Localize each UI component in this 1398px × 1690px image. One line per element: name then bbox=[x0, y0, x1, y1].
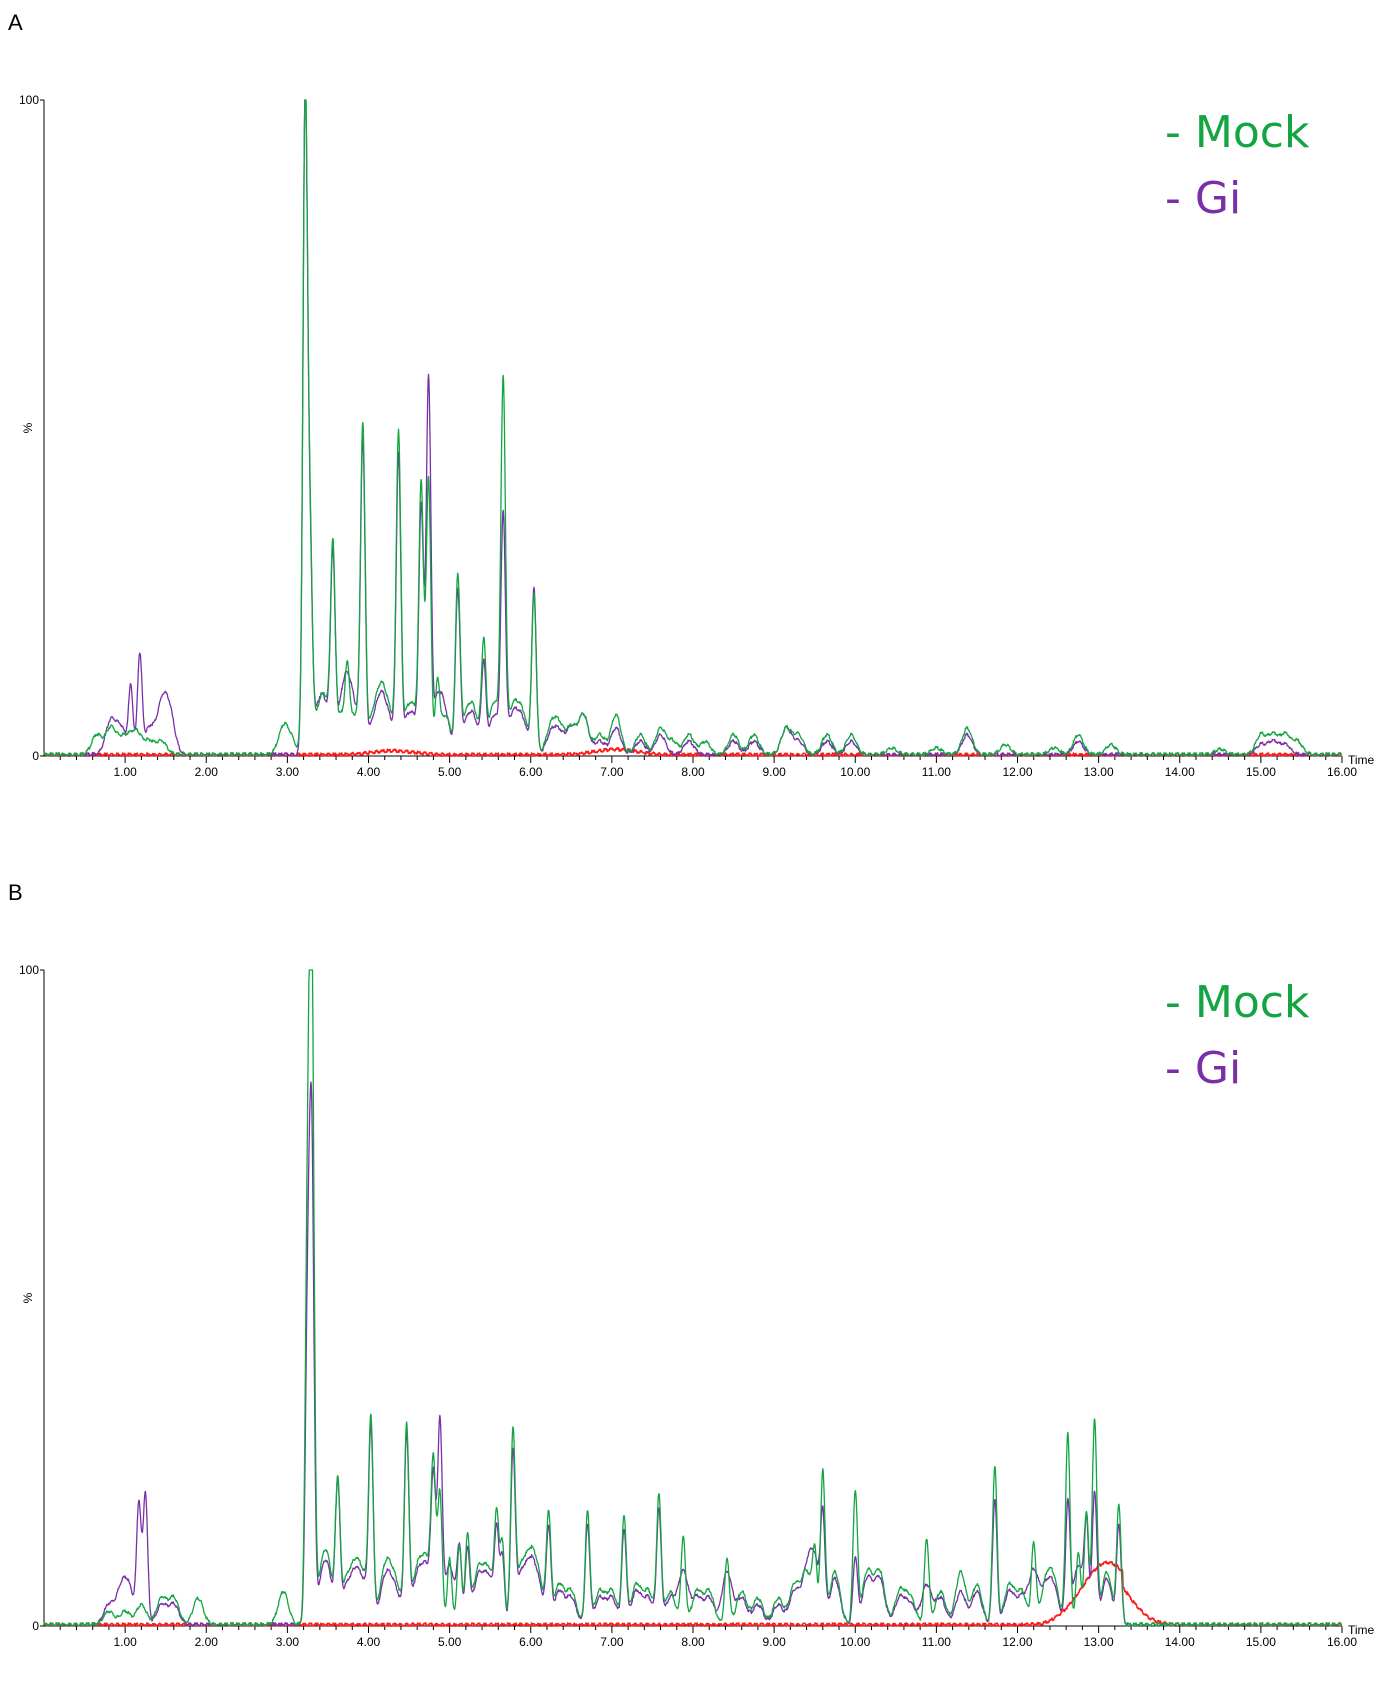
y-axis-label: % bbox=[21, 422, 35, 433]
x-tick-label: 13.00 bbox=[1084, 1635, 1114, 1649]
legend: - Mock - Gi bbox=[1165, 970, 1309, 1102]
y-tick-label: 0 bbox=[32, 749, 39, 763]
x-tick-label: 4.00 bbox=[357, 1635, 381, 1649]
legend-entry-gi: - Gi bbox=[1165, 173, 1242, 224]
series-line-gi bbox=[43, 99, 1343, 757]
series-line-baseline bbox=[43, 747, 1343, 757]
chromatogram-a: 1.00 2.00 3.00 4.00 5.00 6.00 7.00 8.00 9.00 10.0… bbox=[19, 93, 1375, 779]
y-tick-label: 100 bbox=[19, 93, 39, 107]
x-tick-label: 5.00 bbox=[438, 1635, 462, 1649]
x-tick-label: 7.00 bbox=[600, 1635, 624, 1649]
x-tick-label: 2.00 bbox=[195, 1635, 219, 1649]
legend-entry-gi: - Gi bbox=[1165, 1043, 1242, 1094]
x-tick-label: 16.00 bbox=[1327, 765, 1357, 779]
series-line-baseline bbox=[43, 1560, 1343, 1627]
legend: - Mock - Gi bbox=[1165, 100, 1309, 232]
chart-panel-a: A 1.00 2.00 3.00 4.00 5.00 6.00 7.00 8.00 9.00 10… bbox=[0, 0, 1398, 820]
x-tick-label: 8.00 bbox=[681, 1635, 705, 1649]
x-tick-label: 3.00 bbox=[276, 765, 300, 779]
legend-entry-mock: - Mock bbox=[1165, 977, 1310, 1028]
x-tick-label: 6.00 bbox=[519, 765, 543, 779]
legend-entry-mock: - Mock bbox=[1165, 107, 1310, 158]
chart-panel-b: B 1.00 2.00 3.00 4.00 5.00 6.00 7.00 8.00 9.00 10… bbox=[0, 870, 1398, 1690]
x-tick-label: 1.00 bbox=[113, 1635, 137, 1649]
x-axis-label: Time bbox=[1348, 753, 1375, 767]
x-tick-label: 13.00 bbox=[1084, 765, 1114, 779]
x-tick-label: 10.00 bbox=[840, 765, 870, 779]
x-tick-label: 15.00 bbox=[1246, 765, 1276, 779]
x-tick-label: 4.00 bbox=[357, 765, 381, 779]
x-tick-label: 15.00 bbox=[1246, 1635, 1276, 1649]
x-tick-label: 12.00 bbox=[1002, 765, 1032, 779]
x-tick-label: 9.00 bbox=[762, 765, 786, 779]
x-tick-label: 9.00 bbox=[762, 1635, 786, 1649]
x-tick-label: 8.00 bbox=[681, 765, 705, 779]
x-tick-label: 2.00 bbox=[195, 765, 219, 779]
panel-label: A bbox=[8, 10, 23, 35]
x-tick-label: 14.00 bbox=[1165, 765, 1195, 779]
y-tick-label: 0 bbox=[32, 1619, 39, 1633]
x-tick-label: 3.00 bbox=[276, 1635, 300, 1649]
x-tick-label: 6.00 bbox=[519, 1635, 543, 1649]
x-tick-label: 7.00 bbox=[600, 765, 624, 779]
x-tick-label: 16.00 bbox=[1327, 1635, 1357, 1649]
x-tick-label: 1.00 bbox=[113, 765, 137, 779]
chromatogram-b: 1.00 2.00 3.00 4.00 5.00 6.00 7.00 8.00 9.00 10.0… bbox=[19, 963, 1375, 1649]
x-tick-label: 12.00 bbox=[1002, 1635, 1032, 1649]
x-tick-label: 5.00 bbox=[438, 765, 462, 779]
x-tick-label: 11.00 bbox=[922, 765, 951, 779]
x-tick-label: 14.00 bbox=[1165, 1635, 1195, 1649]
y-axis-label: % bbox=[21, 1292, 35, 1303]
series-line-mock bbox=[43, 969, 1343, 1627]
x-tick-label: 10.00 bbox=[840, 1635, 870, 1649]
panel-label: B bbox=[8, 880, 23, 905]
series-line-gi bbox=[43, 1081, 1343, 1627]
x-axis-label: Time bbox=[1348, 1623, 1375, 1637]
series-line-mock bbox=[43, 99, 1343, 757]
y-tick-label: 100 bbox=[19, 963, 39, 977]
x-tick-label: 11.00 bbox=[922, 1635, 951, 1649]
